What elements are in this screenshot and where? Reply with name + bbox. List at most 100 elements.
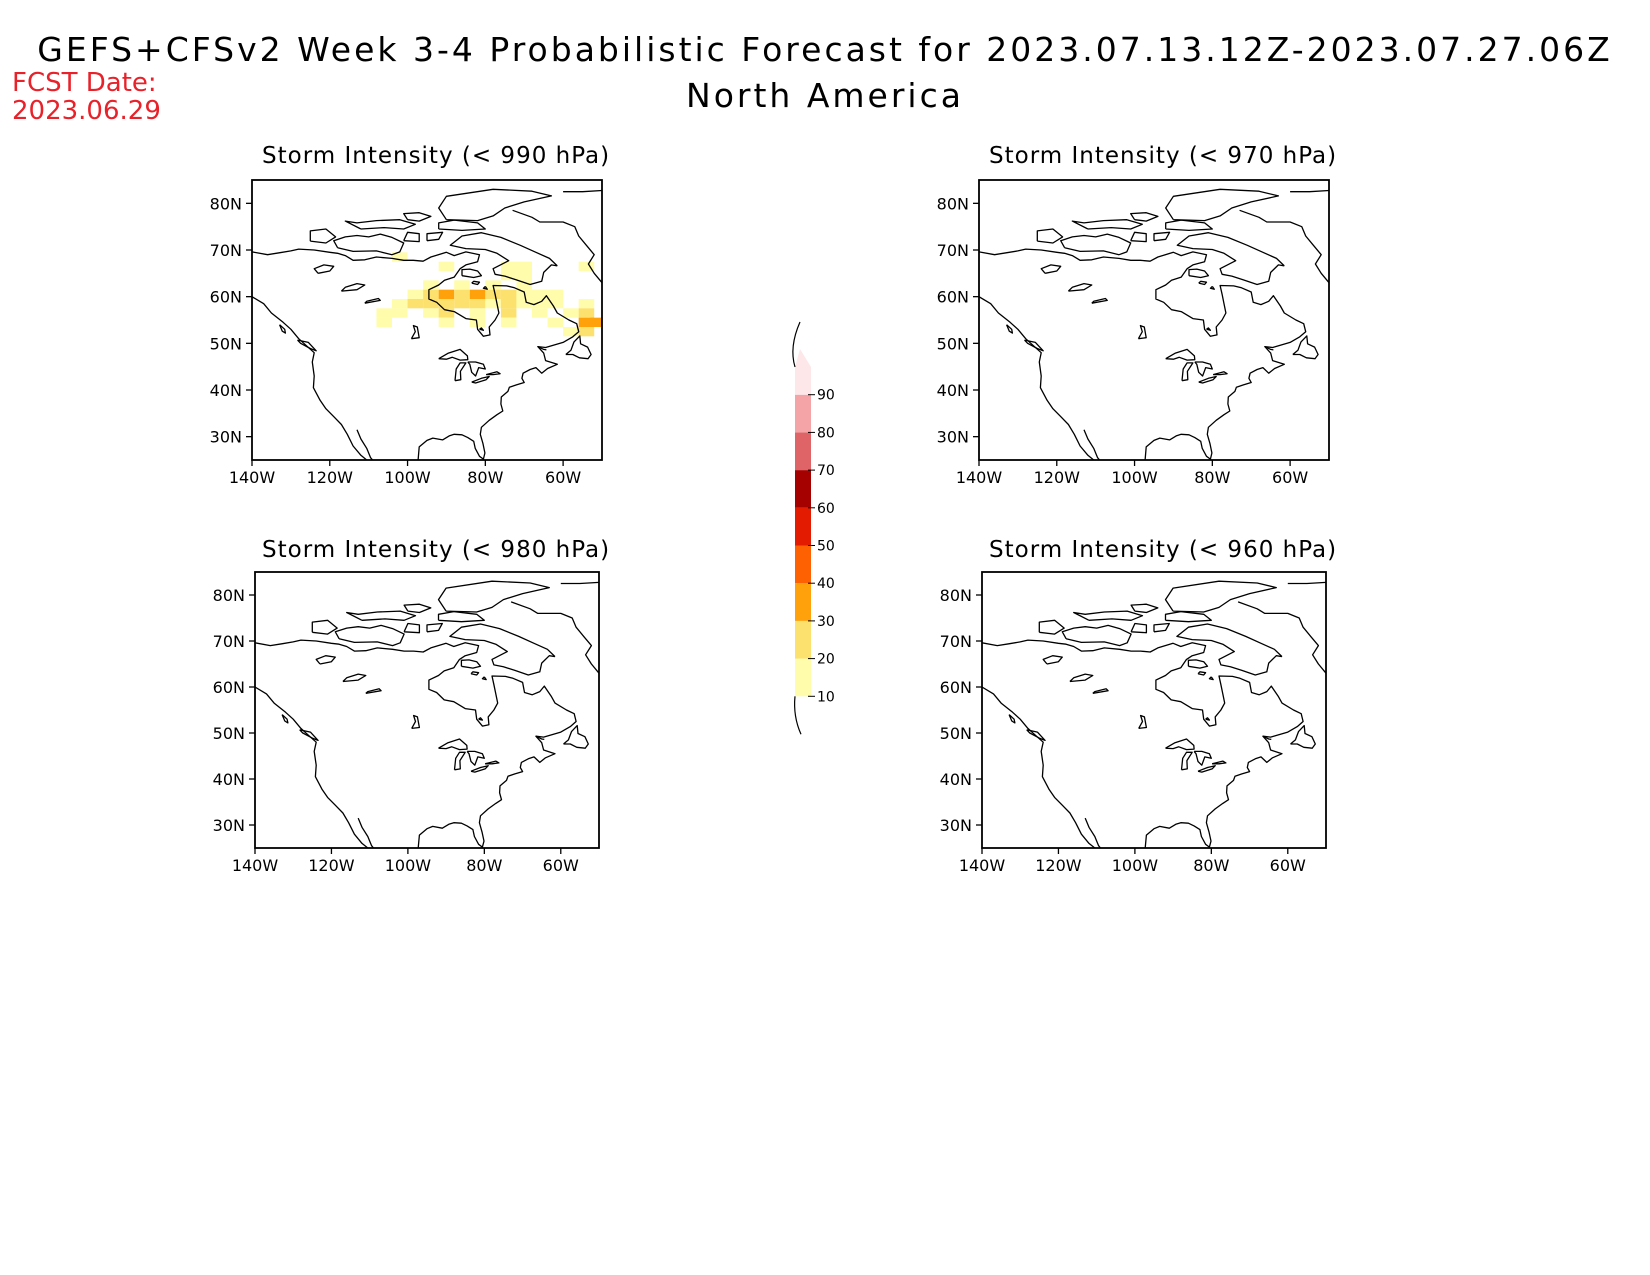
probability-cell — [469, 299, 486, 309]
panel-title-970: Storm Intensity (< 970 hPa) — [989, 143, 1338, 169]
map-frame — [978, 179, 1330, 461]
probability-cell — [454, 289, 470, 299]
coastline — [471, 375, 490, 384]
coastline — [278, 324, 287, 334]
coastline — [1038, 619, 1065, 635]
probability-cell — [407, 289, 424, 299]
panel-title-980: Storm Intensity (< 980 hPa) — [262, 537, 611, 563]
map-frame — [254, 571, 600, 849]
coastline — [479, 327, 485, 331]
probability-cell — [423, 280, 439, 290]
coastline — [438, 188, 553, 222]
coastline — [565, 335, 592, 360]
coastline — [1036, 228, 1064, 244]
coastline — [1164, 610, 1212, 623]
lat-tick-label: 80N — [210, 194, 242, 213]
lat-tick-label: 40N — [937, 381, 969, 400]
coastline — [1073, 610, 1144, 621]
lat-tick-label: 30N — [940, 816, 972, 835]
lat-tick-label: 50N — [937, 334, 969, 353]
lon-tick-label: 140W — [232, 856, 279, 875]
coastline — [449, 623, 556, 676]
coastline — [1180, 751, 1193, 771]
coastline — [1165, 188, 1280, 222]
coastline — [1040, 264, 1062, 274]
coastline — [1239, 209, 1329, 284]
coastline — [1290, 189, 1329, 193]
lon-tick-label: 80W — [466, 856, 502, 875]
coastline — [255, 686, 369, 848]
coastline — [1188, 268, 1210, 279]
probability-cell — [423, 289, 439, 299]
coastline — [1042, 655, 1063, 665]
lat-tick-label: 80N — [940, 586, 972, 605]
coastline — [1130, 603, 1159, 614]
coastline — [342, 673, 367, 683]
lon-tick-label: 80W — [467, 468, 503, 487]
coastline — [1130, 212, 1159, 222]
probability-cell — [516, 280, 532, 290]
lat-tick-label: 60N — [940, 678, 972, 697]
coastline — [470, 671, 480, 676]
colorbar-segment — [795, 545, 811, 584]
probability-cell — [563, 308, 579, 318]
lon-tick-label: 100W — [1111, 468, 1158, 487]
lat-tick-label: 80N — [937, 194, 969, 213]
probability-cell — [454, 280, 470, 290]
colorbar-segment — [795, 658, 811, 697]
coastline — [563, 189, 602, 193]
map-frame — [981, 571, 1327, 849]
coastline — [1290, 724, 1316, 749]
coastline — [1060, 233, 1132, 256]
coastline — [471, 280, 481, 286]
coastline — [1061, 624, 1132, 647]
coastline — [1130, 231, 1147, 243]
coastline — [1153, 622, 1170, 633]
coastline — [438, 219, 486, 232]
coastline — [510, 601, 599, 675]
coastline — [311, 619, 338, 635]
coastline — [411, 714, 421, 730]
coastline — [1026, 729, 1046, 742]
lat-tick-label: 30N — [213, 816, 245, 835]
coastline — [1005, 324, 1014, 334]
coastline — [1165, 219, 1213, 232]
coastline — [1208, 676, 1214, 681]
coastline — [485, 371, 501, 376]
probability-cell — [532, 308, 548, 318]
lon-tick-label: 120W — [1035, 856, 1082, 875]
coastline — [1206, 327, 1212, 331]
coastline — [1008, 714, 1016, 724]
map-content — [982, 580, 1326, 848]
probability-cell — [500, 289, 517, 299]
coastline — [333, 233, 405, 256]
coastline — [1187, 659, 1209, 669]
probability-cell — [532, 299, 548, 309]
coastline — [437, 610, 485, 623]
coastline — [453, 751, 466, 771]
lat-tick-label: 80N — [213, 586, 245, 605]
lon-tick-label: 80W — [1194, 468, 1230, 487]
coastline — [297, 339, 317, 352]
colorbar-label: 50 — [817, 539, 835, 555]
colorbar-label: 60 — [817, 501, 835, 517]
coastline — [563, 724, 589, 749]
panel-title-990: Storm Intensity (< 990 hPa) — [262, 143, 611, 169]
coastline — [1197, 671, 1207, 676]
coastline — [982, 686, 1096, 848]
forecast-date-label: FCST Date: — [12, 68, 157, 98]
colorbar-label: 20 — [817, 652, 835, 668]
coastline — [364, 297, 381, 304]
lon-tick-label: 120W — [307, 468, 354, 487]
probability-cell — [423, 308, 439, 318]
lat-tick-label: 50N — [210, 334, 242, 353]
coastline — [252, 296, 368, 460]
coastline — [1067, 282, 1093, 292]
coastline — [1181, 362, 1194, 382]
coastline — [1209, 285, 1215, 290]
lat-tick-label: 50N — [940, 724, 972, 743]
lon-tick-label: 120W — [1034, 468, 1081, 487]
coastline — [449, 232, 558, 286]
map-content — [255, 580, 599, 848]
coastline — [403, 622, 421, 634]
